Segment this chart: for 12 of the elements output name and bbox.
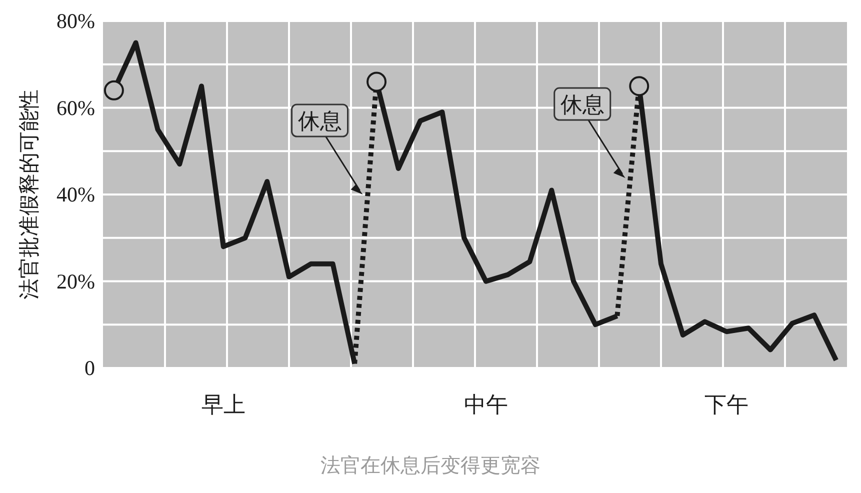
y-tick-label: 20%	[56, 269, 95, 294]
y-tick-label: 0	[84, 356, 95, 380]
annotation: 休息	[560, 92, 604, 118]
annotation: 休息	[298, 108, 342, 134]
y-tick-label: 60%	[56, 96, 95, 120]
x-tick-label: 下午	[704, 392, 749, 417]
y-axis-title: 法官批准假释的可能性	[17, 90, 41, 300]
y-tick-label: 40%	[56, 182, 95, 206]
text: 法官在休息后变得更宽容	[320, 454, 540, 477]
y-tick-label: 80%	[56, 9, 95, 33]
x-tick-label: 早上	[201, 392, 246, 417]
x-tick-label: 中午	[464, 392, 508, 417]
